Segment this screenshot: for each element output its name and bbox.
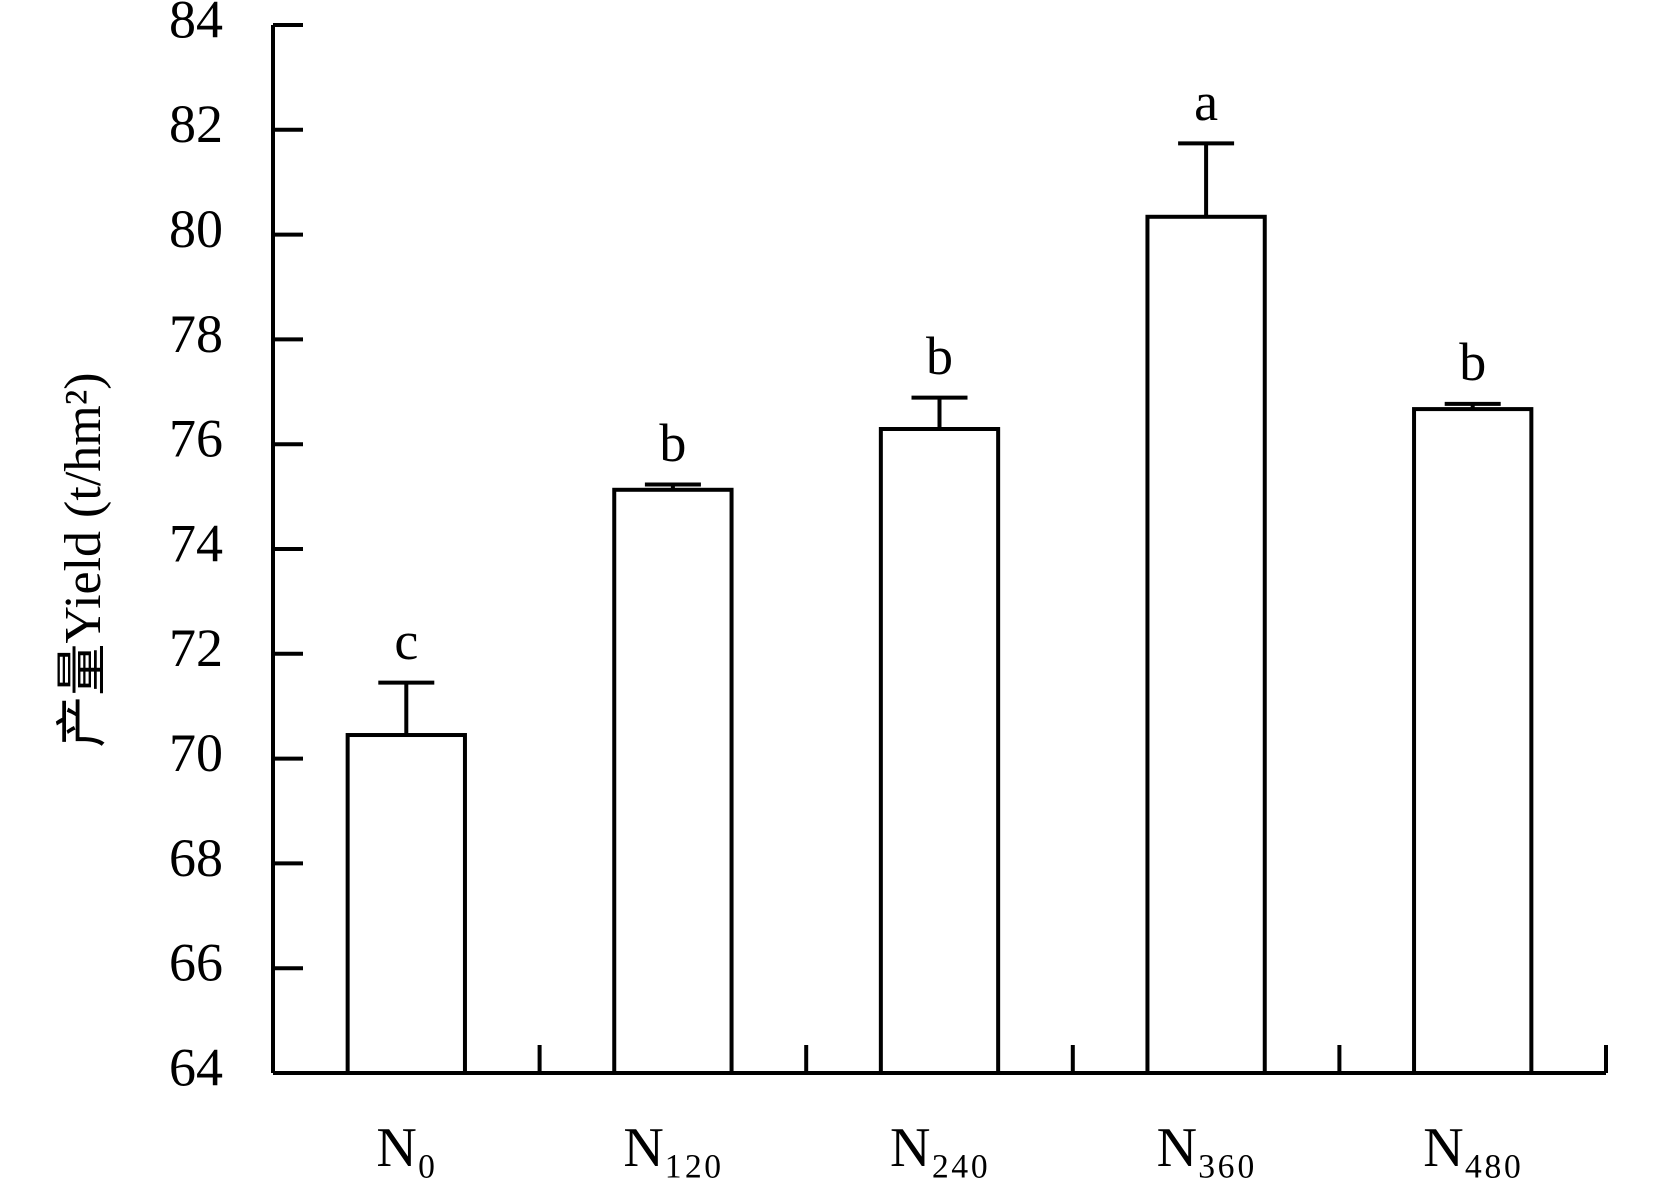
y-tick-label: 68 — [169, 828, 223, 888]
bar — [878, 427, 1001, 1075]
y-tick-label: 74 — [169, 513, 223, 573]
x-tick-label: N₀ — [376, 1117, 436, 1179]
significance-label: b — [659, 413, 686, 473]
significance-label: b — [1459, 332, 1486, 392]
y-tick-label: 80 — [169, 199, 223, 259]
y-tick-label: 82 — [169, 94, 223, 154]
x-tick-label: N₄₈₀ — [1423, 1117, 1522, 1179]
bar — [1145, 214, 1267, 1075]
y-tick-label: 70 — [169, 723, 223, 783]
significance-label: c — [394, 611, 418, 671]
y-tick-label: 64 — [169, 1037, 223, 1097]
y-tick-label: 78 — [169, 304, 223, 364]
bar — [612, 487, 734, 1075]
significance-label: b — [926, 326, 953, 386]
y-axis-title: 产量Yield (t/hm²) — [55, 372, 112, 747]
bar — [345, 733, 467, 1076]
x-tick-label: N₁₂₀ — [623, 1117, 722, 1179]
y-tick-label: 72 — [169, 618, 223, 678]
y-tick-label: 84 — [169, 0, 223, 49]
x-tick-label: N₃₆₀ — [1157, 1117, 1256, 1179]
y-tick-label: 66 — [169, 933, 223, 993]
bar — [1412, 407, 1534, 1076]
x-tick-label: N₂₄₀ — [890, 1117, 989, 1179]
y-tick-label: 76 — [169, 409, 223, 469]
significance-label: a — [1194, 72, 1218, 132]
